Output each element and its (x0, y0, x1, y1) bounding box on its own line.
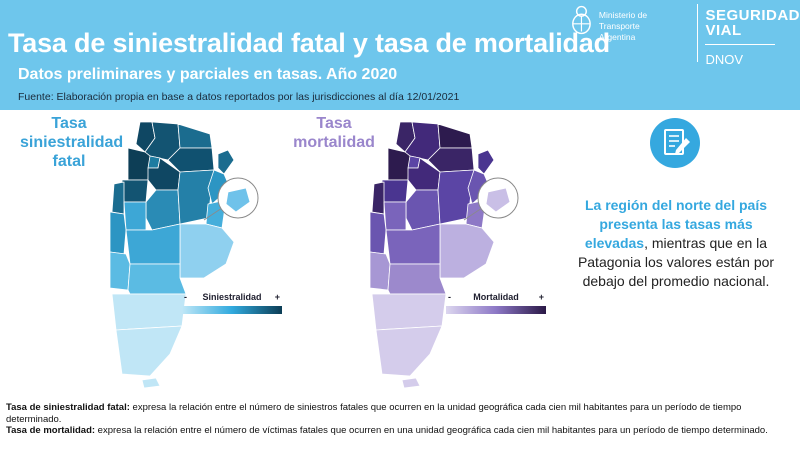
caba-inset (463, 177, 519, 221)
source-note: Fuente: Elaboración propia en base a dat… (18, 91, 460, 103)
map-label-line: fatal (52, 153, 86, 170)
ministry-line-1: Ministerio de Transporte (598, 10, 648, 31)
region-mendoza (369, 211, 387, 255)
definition-term: Tasa de mortalidad: (6, 425, 96, 436)
region-neuquen (109, 251, 131, 291)
region-buenos-aires (439, 223, 495, 279)
region-cordoba (405, 189, 441, 231)
legend-gradient-bar (446, 306, 546, 314)
region-chubut (111, 293, 187, 331)
region-santa-fe (437, 169, 475, 225)
page-subtitle: Datos preliminares y parciales en tasas.… (18, 66, 398, 83)
map-siniestralidad (109, 121, 259, 388)
legend-mortalidad: - Mortalidad + (446, 292, 546, 314)
legend-gradient-bar (182, 306, 282, 314)
brand-line-1: SEGURIDAD (705, 7, 800, 24)
legend-max: + (538, 292, 544, 302)
definition-text: expresa la relación entre el número de v… (95, 425, 768, 436)
region-caba (485, 187, 511, 213)
document-edit-icon (650, 118, 700, 168)
logo-divider (696, 4, 698, 62)
legend-siniestralidad: - Siniestralidad + (182, 292, 282, 314)
region-formosa (177, 123, 213, 149)
definition-term: Tasa de siniestralidad fatal: (6, 402, 130, 413)
message-highlight: presenta las tasas más (599, 216, 753, 232)
region-la-pampa (125, 223, 181, 265)
legend-title: Mortalidad (473, 292, 519, 302)
map-label-line: Tasa (51, 115, 87, 132)
region-san-juan (371, 181, 385, 215)
coat-of-arms-icon (572, 5, 591, 35)
brand-sub: DNOV (705, 52, 744, 67)
message-highlight: elevadas (584, 235, 645, 251)
legend-title: Siniestralidad (202, 292, 262, 302)
region-rio-negro (127, 263, 187, 295)
brand-line-2: VIAL (705, 22, 742, 39)
region-buenos-aires (179, 223, 235, 279)
header-banner: Tasa de siniestralidad fatal y tasa de m… (0, 0, 800, 110)
message-highlight: La región del norte del país (584, 197, 768, 213)
legend-min: - (184, 292, 187, 302)
legend-min: - (448, 292, 451, 302)
message-text: , mientras que en la Patagonia los valor… (577, 235, 775, 289)
region-san-luis (123, 201, 147, 231)
region-la-pampa (385, 223, 441, 265)
ministry-line-2: Argentina (598, 32, 636, 42)
region-mendoza (109, 211, 127, 255)
region-san-juan (111, 181, 125, 215)
map-label-mortalidad: Tasa mortalidad (288, 114, 380, 152)
region-chubut (371, 293, 447, 331)
brand-separator (705, 44, 776, 45)
map-label-siniestralidad: Tasa siniestralidad fatal (20, 114, 123, 171)
key-message: La región del norte del país presenta la… (562, 196, 790, 291)
region-la-rioja (121, 179, 149, 203)
region-tierra-del-fuego (401, 377, 421, 388)
org-logos: Ministerio de Transporte Argentina SEGUR… (568, 2, 800, 72)
definition-item: Tasa de mortalidad: expresa la relación … (6, 425, 792, 437)
caba-inset (203, 177, 259, 221)
page-title: Tasa de siniestralidad fatal y tasa de m… (8, 28, 610, 58)
region-caba (225, 187, 251, 213)
region-rio-negro (387, 263, 447, 295)
region-misiones (477, 149, 495, 175)
region-misiones (217, 149, 235, 175)
definition-text: expresa la relación entre el número de s… (6, 402, 742, 425)
region-formosa (437, 123, 473, 149)
region-la-rioja (381, 179, 409, 203)
definition-item: Tasa de siniestralidad fatal: expresa la… (6, 402, 792, 425)
region-tierra-del-fuego (141, 377, 161, 388)
region-santa-cruz (375, 325, 443, 377)
region-santa-fe (177, 169, 215, 225)
region-neuquen (369, 251, 391, 291)
region-cordoba (145, 189, 181, 231)
ministry-name: Ministerio de Transporte Argentina (599, 10, 687, 43)
definitions: Tasa de siniestralidad fatal: expresa la… (6, 402, 792, 437)
map-mortalidad (369, 121, 519, 388)
map-label-line: siniestralidad (20, 134, 124, 151)
map-label-line: Tasa (316, 115, 352, 132)
region-santa-cruz (115, 325, 183, 377)
legend-max: + (274, 292, 280, 302)
region-san-luis (383, 201, 407, 231)
brand-seguridad-vial: SEGURIDAD VIAL DNOV (705, 2, 800, 66)
map-label-line: mortalidad (293, 134, 375, 151)
